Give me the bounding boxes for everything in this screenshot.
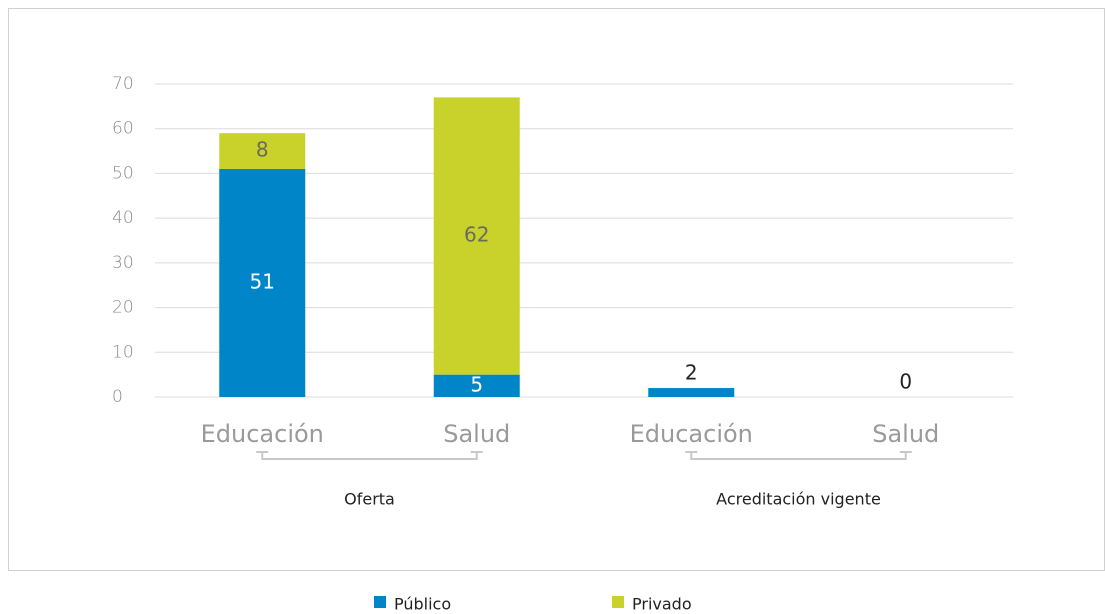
x-tick-label: Salud — [872, 420, 939, 448]
x-tick-label: Educación — [630, 420, 753, 448]
bar-segment — [648, 388, 735, 397]
bar-segment — [219, 133, 306, 169]
y-tick-label: 50 — [112, 163, 134, 183]
y-tick-label: 10 — [112, 342, 134, 362]
bar-segment — [433, 374, 520, 397]
bar-segment — [433, 97, 520, 375]
group-bracket — [256, 451, 483, 460]
data-label: 51 — [250, 269, 275, 293]
legend-swatch — [374, 596, 386, 608]
data-label: 5 — [470, 372, 483, 396]
legend-swatch — [612, 596, 624, 608]
bar-segment — [219, 168, 306, 397]
data-label: 0 — [899, 370, 912, 394]
data-label: 8 — [256, 138, 269, 162]
x-tick-label: Salud — [443, 420, 510, 448]
group-label: Oferta — [344, 490, 395, 509]
y-tick-label: 40 — [112, 208, 134, 228]
x-tick-label: Educación — [201, 420, 324, 448]
group-label: Acreditación vigente — [716, 490, 881, 509]
group-bracket — [685, 451, 912, 460]
chart-frame — [8, 8, 1105, 571]
y-tick-label: 60 — [112, 119, 134, 139]
y-tick-label: 30 — [112, 253, 134, 273]
data-label: 62 — [464, 223, 489, 247]
data-label: 2 — [685, 361, 698, 385]
legend-label: Público — [394, 595, 451, 614]
y-tick-label: 0 — [112, 387, 123, 407]
y-tick-label: 20 — [112, 298, 134, 318]
legend-label: Privado — [632, 595, 692, 614]
y-tick-label: 70 — [112, 74, 134, 94]
